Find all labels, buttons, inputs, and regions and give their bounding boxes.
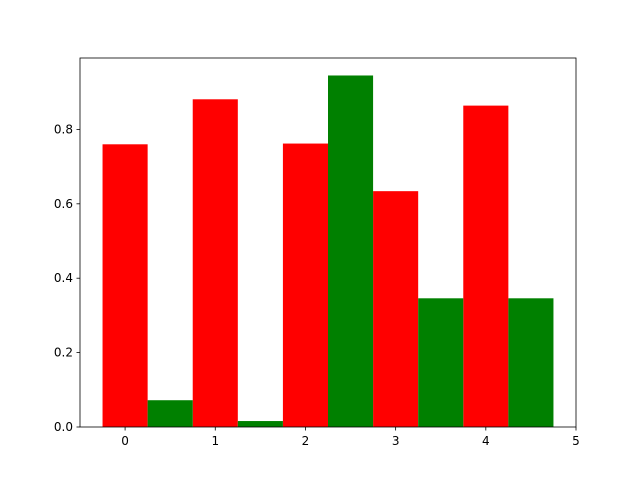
- x-tick-label: 5: [572, 434, 580, 448]
- y-tick-label: 0.0: [54, 420, 73, 434]
- x-tick-label: 4: [482, 434, 490, 448]
- bar: [192, 99, 238, 428]
- y-tick-label: 0.6: [54, 197, 73, 211]
- x-tick-label: 3: [392, 434, 400, 448]
- bar: [373, 191, 419, 427]
- bar: [463, 105, 509, 427]
- x-tick-label: 1: [211, 434, 219, 448]
- bar: [102, 144, 148, 427]
- bar: [418, 298, 464, 427]
- bar: [328, 75, 374, 428]
- y-tick-label: 0.4: [54, 271, 73, 285]
- bar: [508, 298, 554, 427]
- bar: [282, 143, 328, 427]
- x-tick-label: 2: [302, 434, 310, 448]
- x-tick-label: 0: [121, 434, 129, 448]
- y-tick-label: 0.2: [54, 346, 73, 360]
- bar: [147, 400, 193, 427]
- plot-frame: [79, 57, 577, 428]
- y-tick-label: 0.8: [54, 122, 73, 136]
- bar: [237, 421, 283, 427]
